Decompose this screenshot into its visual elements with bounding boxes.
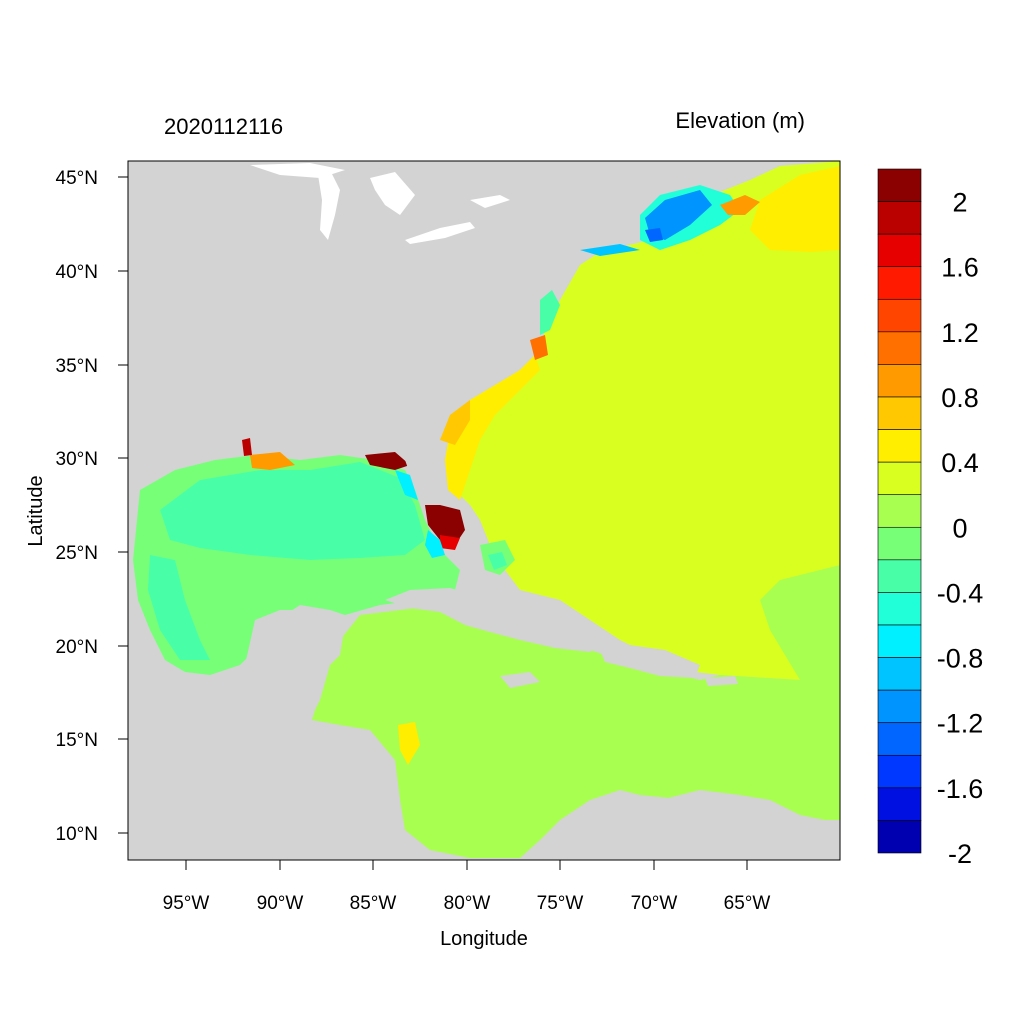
south-america-land (520, 795, 840, 860)
apalachee-cyan (395, 470, 418, 500)
louisiana-coast-orange (250, 452, 295, 470)
colorbar-label: -1.6 (937, 774, 984, 804)
colorbar-swatch (877, 494, 922, 528)
colorbar-label: 0.8 (941, 383, 979, 413)
lake-ontario (470, 195, 510, 208)
pamlico-orange (530, 335, 548, 360)
colorbar (877, 168, 922, 854)
yucatan-land (245, 610, 345, 720)
x-tick-label: 95°W (163, 893, 210, 914)
cape-cod-deep-blue (645, 228, 663, 242)
colorbar-swatch (877, 592, 922, 626)
colorbar-swatch (877, 559, 922, 593)
colorbar-swatch (877, 624, 922, 658)
y-tick-label: 45°N (56, 168, 98, 189)
lake-michigan (318, 170, 340, 240)
colorbar-label: 1.2 (941, 318, 979, 348)
gulf-of-mexico-inner-west (148, 555, 210, 660)
mexico-land (128, 680, 420, 860)
colorbar-swatch (877, 201, 922, 235)
x-axis-label: Longitude (440, 928, 528, 950)
colorbar-swatch (877, 364, 922, 398)
hispaniola-land (600, 645, 700, 678)
colorbar-swatch (877, 233, 922, 268)
nova-scotia-orange (720, 195, 760, 215)
colorbar-swatch (877, 331, 922, 365)
x-tick-label: 70°W (631, 893, 678, 914)
colorbar-label: -0.4 (937, 578, 984, 608)
x-tick-label: 75°W (537, 893, 584, 914)
colorbar-swatch (877, 820, 922, 854)
colorbar-swatch (877, 396, 922, 430)
jamaica-land (500, 672, 540, 688)
colorbar-swatch (877, 754, 922, 789)
gulf-of-maine-blue (645, 190, 712, 240)
florida-keys-red (440, 535, 460, 550)
y-tick-label: 20°N (56, 637, 98, 658)
colorbar-swatch (877, 461, 922, 496)
lake-erie (405, 222, 475, 244)
date-title: 2020112116 (164, 114, 283, 139)
big-bend-red (365, 452, 410, 470)
bahamas-bank-inner (488, 552, 507, 570)
colorbar-label: -2 (948, 839, 972, 869)
x-tick-label: 65°W (724, 893, 771, 914)
colorbar-swatch (877, 722, 922, 756)
lake-superior (250, 163, 345, 178)
cuba-land (385, 588, 600, 652)
colorbar-labels: 2 1.6 1.2 0.8 0.4 0 -0.4 -0.8 -1.2 -1.6 -2 (937, 188, 984, 869)
y-tick-label: 40°N (56, 262, 98, 283)
northeast-yellow-patch (750, 166, 840, 252)
colorbar-label: 0.4 (941, 448, 979, 478)
mid-atlantic-coast (540, 290, 560, 335)
lake-huron (370, 172, 415, 215)
map-plot (128, 161, 840, 860)
florida-peninsula (405, 460, 445, 505)
y-tick-label: 30°N (56, 449, 98, 470)
y-tick-label: 35°N (56, 356, 98, 377)
colorbar-label: -1.2 (937, 709, 984, 739)
y-tick-label: 15°N (56, 730, 98, 751)
colorbar-swatch (877, 298, 922, 333)
atlantic-ocean (448, 161, 840, 680)
south-florida-surge (425, 505, 465, 545)
colorbar-label: 2 (952, 188, 967, 218)
colorbar-label: 0 (952, 513, 967, 543)
y-tick-label: 25°N (56, 543, 98, 564)
colorbar-label: 1.6 (941, 253, 979, 283)
puerto-rico-land (705, 676, 738, 686)
mosquito-coast-yellow (398, 722, 420, 765)
southeast-coast-band (445, 355, 540, 500)
y-axis: 45°N 40°N 35°N 30°N 25°N 20°N 15°N 10°N (56, 168, 128, 845)
colorbar-swatch (877, 526, 922, 561)
x-tick-label: 90°W (257, 893, 304, 914)
long-island-blue (580, 244, 640, 256)
georgia-coast-band (440, 400, 470, 445)
plot-frame (127, 160, 841, 861)
y-axis-label: Latitude (25, 475, 47, 546)
variable-title: Elevation (m) (675, 108, 805, 133)
x-tick-label: 85°W (350, 893, 397, 914)
louisiana-coast-red (242, 438, 252, 456)
colorbar-swatch (877, 657, 922, 691)
florida-bay-cyan (425, 530, 445, 558)
x-tick-label: 80°W (444, 893, 491, 914)
colorbar-label: -0.8 (937, 644, 984, 674)
caribbean-sea (312, 565, 840, 858)
colorbar-swatch (877, 787, 922, 821)
colorbar-swatch (877, 429, 922, 463)
gulf-of-mexico-inner (160, 462, 425, 560)
colorbar-swatch (877, 266, 922, 300)
colorbar-swatch (877, 689, 922, 724)
y-tick-label: 10°N (56, 824, 98, 845)
colorbar-swatch (877, 168, 922, 202)
x-axis: 95°W 90°W 85°W 80°W 75°W 70°W 65°W (163, 860, 771, 914)
